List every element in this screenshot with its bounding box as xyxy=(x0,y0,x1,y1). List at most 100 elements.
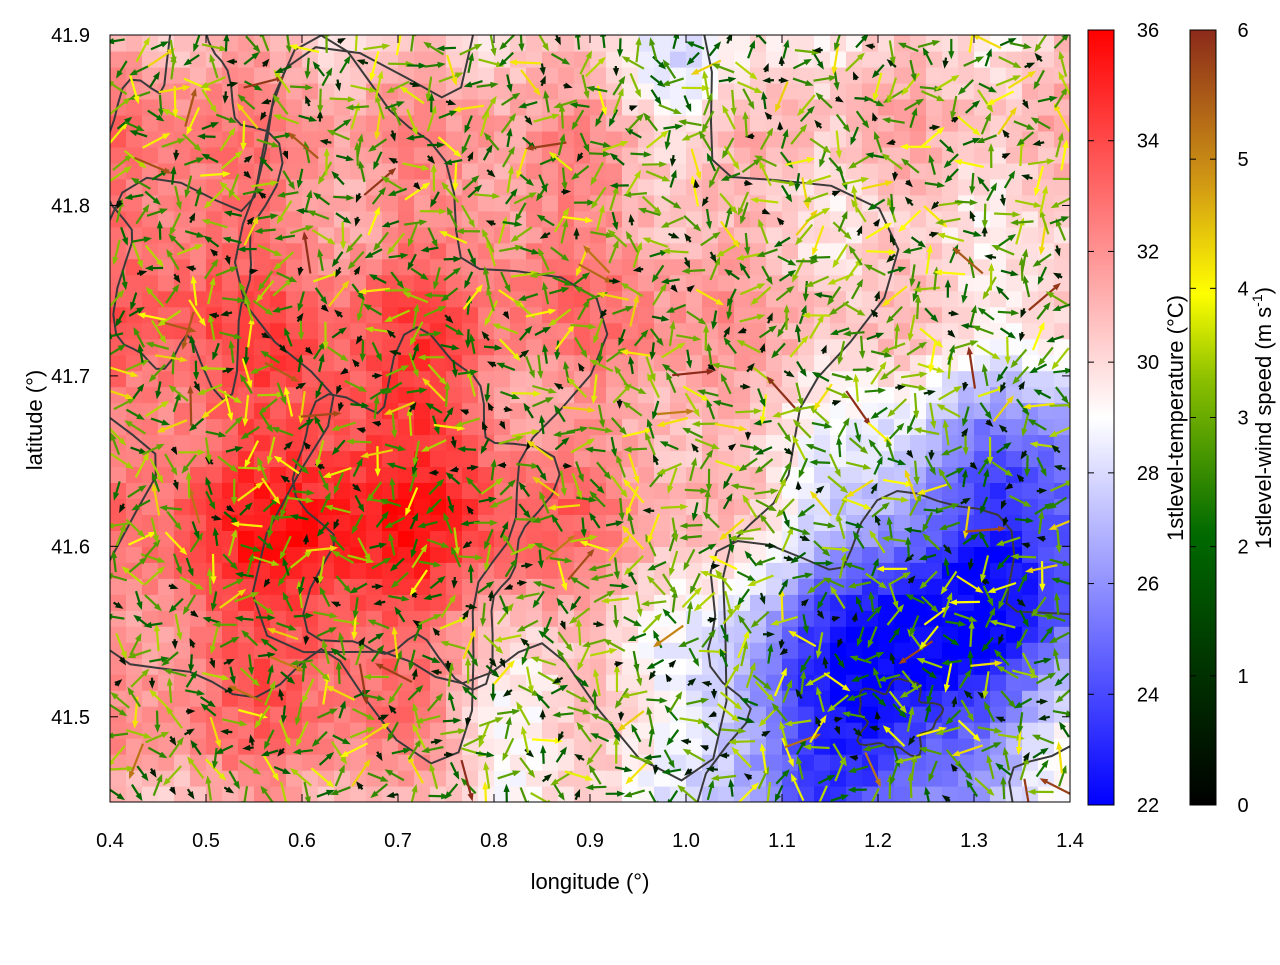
heatmap-cell xyxy=(142,562,159,579)
heatmap-cell xyxy=(190,594,207,611)
heatmap-cell xyxy=(990,466,1007,483)
heatmap-cell xyxy=(142,403,159,420)
heatmap-cell xyxy=(558,291,575,308)
heatmap-cell xyxy=(318,754,335,771)
heatmap-cell xyxy=(1022,738,1039,755)
heatmap-cell xyxy=(878,115,895,132)
heatmap-cell xyxy=(798,35,815,52)
heatmap-cell xyxy=(286,211,303,228)
heatmap-cell xyxy=(638,131,655,148)
heatmap-cell xyxy=(814,83,831,100)
heatmap-cell xyxy=(398,195,415,212)
heatmap-cell xyxy=(990,482,1007,499)
heatmap-cell xyxy=(846,51,863,68)
heatmap-cell xyxy=(334,307,351,324)
heatmap-cell xyxy=(446,770,463,787)
heatmap-cell xyxy=(382,578,399,595)
heatmap-cell xyxy=(734,514,751,531)
heatmap-cell xyxy=(238,642,255,659)
heatmap-cell xyxy=(542,163,559,180)
heatmap-cell xyxy=(574,738,591,755)
heatmap-cell xyxy=(158,690,175,707)
heatmap-cell xyxy=(1054,339,1071,356)
heatmap-cell xyxy=(782,307,799,324)
heatmap-cell xyxy=(366,387,383,404)
heatmap-cell xyxy=(334,674,351,691)
heatmap-cell xyxy=(414,195,431,212)
heatmap-cell xyxy=(702,466,719,483)
heatmap-cell xyxy=(894,387,911,404)
heatmap-cell xyxy=(558,482,575,499)
heatmap-cell xyxy=(222,275,239,292)
heatmap-cell xyxy=(798,115,815,132)
heatmap-cell xyxy=(526,291,543,308)
heatmap-cell xyxy=(734,67,751,84)
heatmap-cell xyxy=(830,51,847,68)
heatmap-cell xyxy=(158,674,175,691)
heatmap-cell xyxy=(398,594,415,611)
heatmap-cell xyxy=(270,530,287,547)
heatmap-cell xyxy=(942,674,959,691)
heatmap-cell xyxy=(238,387,255,404)
heatmap-cell xyxy=(142,514,159,531)
heatmap-cell xyxy=(814,754,831,771)
heatmap-cell xyxy=(302,706,319,723)
heatmap-cell xyxy=(382,466,399,483)
heatmap-cell xyxy=(558,227,575,244)
heatmap-cell xyxy=(1006,275,1023,292)
heatmap-cell xyxy=(734,99,751,116)
heatmap-cell xyxy=(990,307,1007,324)
heatmap-cell xyxy=(926,211,943,228)
heatmap-cell xyxy=(958,291,975,308)
heatmap-cell xyxy=(1006,419,1023,436)
heatmap-cell xyxy=(142,179,159,196)
x-tick-label: 0.7 xyxy=(384,830,412,852)
heatmap-cell xyxy=(686,51,703,68)
heatmap-cell xyxy=(174,498,191,515)
heatmap-cell xyxy=(734,754,751,771)
heatmap-cell xyxy=(750,371,767,388)
heatmap-cell xyxy=(750,610,767,627)
heatmap-cell xyxy=(638,99,655,116)
heatmap-cell xyxy=(734,371,751,388)
heatmap-cell xyxy=(110,770,127,787)
heatmap-cell xyxy=(814,482,831,499)
heatmap-cell xyxy=(494,770,511,787)
heatmap-cell xyxy=(382,291,399,308)
heatmap-cell xyxy=(974,482,991,499)
heatmap-cell xyxy=(158,275,175,292)
heatmap-cell xyxy=(990,163,1007,180)
heatmap-cell xyxy=(766,514,783,531)
heatmap-cell xyxy=(638,67,655,84)
heatmap-cell xyxy=(734,387,751,404)
heatmap-cell xyxy=(686,466,703,483)
heatmap-cell xyxy=(958,722,975,739)
heatmap-cell xyxy=(270,482,287,499)
heatmap-cell xyxy=(958,387,975,404)
heatmap-cell xyxy=(334,451,351,468)
heatmap-cell xyxy=(590,738,607,755)
heatmap-cell xyxy=(942,371,959,388)
heatmap-cell xyxy=(766,451,783,468)
heatmap-cell xyxy=(574,307,591,324)
heatmap-cell xyxy=(734,35,751,52)
heatmap-cell xyxy=(638,562,655,579)
heatmap-cell xyxy=(830,259,847,276)
heatmap-cell xyxy=(670,259,687,276)
heatmap-cell xyxy=(894,291,911,308)
heatmap-cell xyxy=(782,99,799,116)
heatmap-cell xyxy=(1038,786,1055,803)
heatmap-cell xyxy=(990,690,1007,707)
heatmap-cell xyxy=(430,466,447,483)
heatmap-cell xyxy=(190,466,207,483)
heatmap-cell xyxy=(1022,147,1039,164)
heatmap-cell xyxy=(750,259,767,276)
heatmap-cell xyxy=(958,243,975,260)
heatmap-cell xyxy=(270,690,287,707)
heatmap-cell xyxy=(974,147,991,164)
heatmap-cell xyxy=(926,147,943,164)
heatmap-cell xyxy=(830,227,847,244)
heatmap-cell xyxy=(542,51,559,68)
heatmap-cell xyxy=(926,291,943,308)
heatmap-cell xyxy=(734,147,751,164)
